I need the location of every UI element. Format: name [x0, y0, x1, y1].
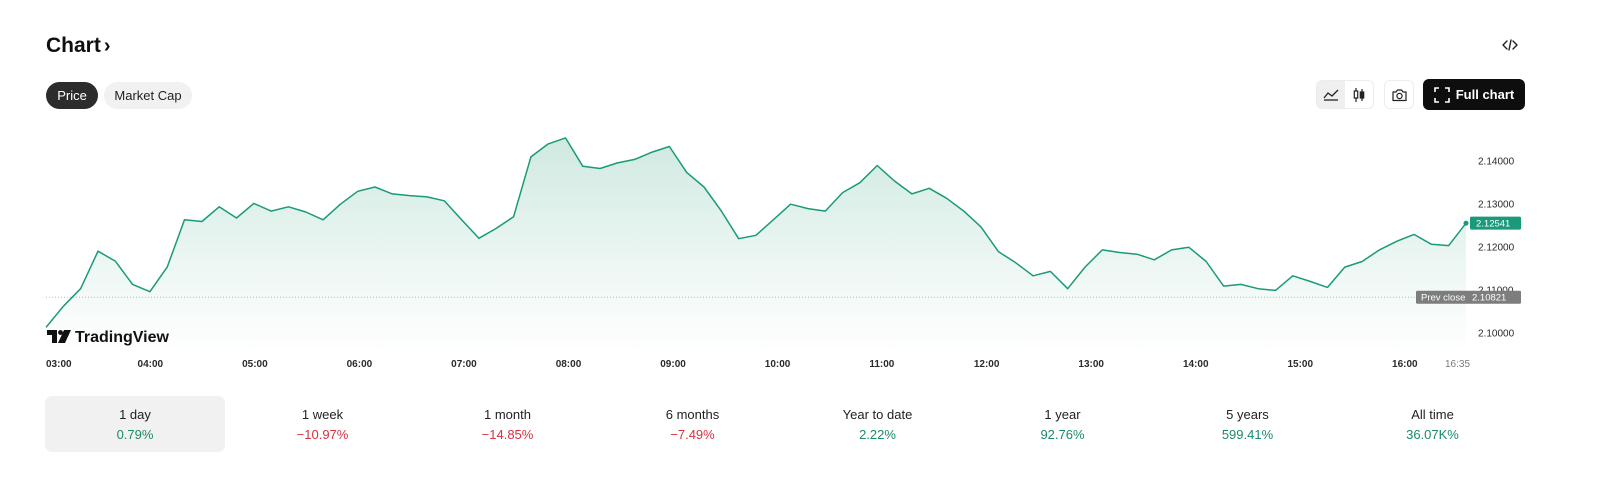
price-line: [45, 137, 1467, 328]
period-change: 599.41%: [1221, 426, 1274, 442]
prev-close-value: 2.10821: [1472, 293, 1506, 304]
x-tick-label: 16:00: [1392, 359, 1418, 370]
camera-icon[interactable]: [1384, 80, 1414, 109]
period-change: 36.07K%: [1406, 426, 1459, 442]
x-tick-label: 07:00: [451, 359, 477, 370]
full-chart-button[interactable]: Full chart: [1423, 79, 1525, 110]
period-item[interactable]: 6 months −7.49%: [600, 396, 785, 452]
period-label: 1 month: [484, 406, 531, 422]
prev-close-label: Prev close: [1421, 293, 1465, 304]
period-item[interactable]: 1 day 0.79%: [45, 396, 225, 452]
x-tick-label: 11:00: [869, 359, 894, 370]
period-label: Year to date: [842, 406, 913, 422]
price-tab[interactable]: Price: [46, 82, 98, 109]
tradingview-logo-icon: [47, 330, 71, 343]
period-change: 0.79%: [116, 426, 154, 442]
period-label: 1 day: [119, 406, 151, 422]
period-change: −7.49%: [670, 426, 715, 442]
period-change: −10.97%: [296, 426, 349, 442]
x-tick-label: 13:00: [1078, 359, 1104, 370]
code-icon[interactable]: [1499, 36, 1521, 54]
period-label: 1 year: [1044, 406, 1081, 422]
period-label: 6 months: [665, 406, 720, 422]
y-tick-label: 2.13000: [1478, 199, 1515, 210]
y-tick-label: 2.12000: [1478, 242, 1515, 253]
area-chart-icon[interactable]: [1317, 81, 1345, 108]
last-price-badge: 2.12541: [1470, 216, 1521, 230]
period-item[interactable]: 1 month −14.85%: [415, 396, 600, 452]
x-tick-label: 04:00: [138, 359, 164, 370]
full-chart-label: Full chart: [1455, 87, 1515, 102]
y-tick-label: 2.14000: [1478, 156, 1515, 167]
candlestick-icon[interactable]: [1345, 81, 1373, 108]
x-tick-label: 09:00: [660, 359, 686, 370]
period-change: −14.85%: [481, 426, 534, 442]
period-item[interactable]: All time 36.07K%: [1340, 396, 1525, 452]
watermark-text: TradingView: [75, 329, 170, 346]
x-tick-label: 10:00: [765, 359, 791, 370]
market-cap-tab[interactable]: Market Cap: [104, 82, 192, 109]
period-change: 2.22%: [859, 426, 896, 442]
period-item[interactable]: 1 week −10.97%: [230, 396, 415, 452]
period-change: 92.76%: [1040, 426, 1085, 442]
last-price-dot: [1463, 220, 1469, 226]
x-tick-label: 08:00: [556, 359, 582, 370]
period-label: All time: [1411, 406, 1454, 422]
period-label: 5 years: [1226, 406, 1269, 422]
x-tick-label: 03:00: [46, 359, 72, 370]
chart-title-link[interactable]: Chart ›: [46, 34, 111, 58]
x-tick-label: 16:35: [1445, 359, 1470, 370]
chart-style-toggle: [1316, 80, 1374, 109]
fullscreen-icon: [1433, 86, 1450, 103]
period-label: 1 week: [301, 406, 344, 422]
period-item[interactable]: Year to date 2.22%: [785, 396, 970, 452]
prev-close-badge: Prev close 2.10821: [1416, 290, 1521, 304]
chart-title: Chart: [46, 34, 101, 57]
x-tick-label: 06:00: [347, 359, 373, 370]
period-item[interactable]: 1 year 92.76%: [970, 396, 1155, 452]
period-selector: 1 day 0.79% 1 week −10.97% 1 month −14.85% 6 m…: [45, 396, 1525, 452]
y-tick-label: 2.10000: [1478, 329, 1515, 340]
chevron-right-icon: ›: [103, 35, 111, 57]
period-item[interactable]: 5 years 599.41%: [1155, 396, 1340, 452]
x-tick-label: 14:00: [1183, 359, 1209, 370]
x-tick-label: 12:00: [974, 359, 1000, 370]
last-price-value: 2.12541: [1476, 219, 1510, 230]
x-tick-label: 15:00: [1287, 359, 1313, 370]
tradingview-watermark: TradingView: [47, 329, 170, 346]
x-tick-label: 05:00: [242, 359, 268, 370]
price-area-fill: [46, 137, 1466, 352]
